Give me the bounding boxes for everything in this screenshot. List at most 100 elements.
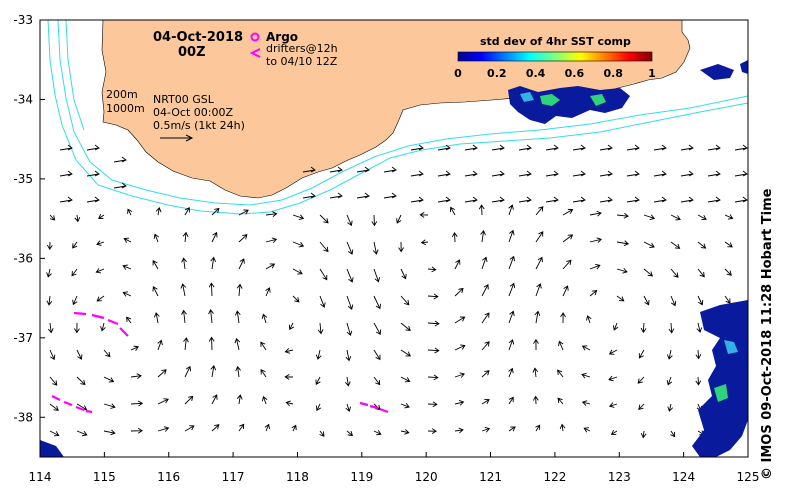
current-arrow (581, 372, 591, 379)
current-arrow (208, 282, 215, 297)
current-arrow (643, 295, 650, 306)
current-arrow (670, 241, 681, 249)
current-arrow (464, 144, 478, 151)
x-axis: 114 115 116 117 118 119 120 121 122 123 124 125 (29, 452, 759, 484)
current-arrow (481, 399, 490, 405)
current-arrow (557, 369, 564, 378)
product-label: NRT00 GSL (153, 93, 215, 106)
current-arrow (734, 170, 748, 177)
current-arrow (208, 336, 215, 351)
current-arrow (153, 312, 160, 324)
current-arrow (181, 309, 187, 324)
current-arrow (345, 403, 351, 413)
current-arrow (356, 192, 370, 199)
x-tick-label: 115 (93, 470, 116, 484)
current-arrow (481, 256, 488, 270)
current-arrow (518, 196, 532, 203)
current-arrow (373, 349, 381, 361)
current-arrow (72, 241, 78, 249)
current-arrow (518, 144, 532, 151)
current-arrow (260, 369, 267, 378)
current-arrow (373, 322, 381, 336)
current-arrow (265, 287, 271, 297)
argo-legend-label: Argo (266, 30, 298, 44)
current-arrow (122, 291, 132, 297)
current-arrow (451, 231, 458, 243)
colorbar (457, 51, 653, 62)
current-arrow (454, 400, 465, 406)
current-arrow (653, 144, 667, 151)
current-arrow (583, 427, 591, 433)
current-arrow (508, 229, 515, 243)
current-arrow (210, 364, 217, 378)
current-arrow (292, 241, 305, 248)
current-arrow (383, 192, 397, 199)
x-tick-label: 116 (157, 470, 180, 484)
current-arrow (127, 208, 133, 216)
current-arrow (373, 268, 380, 283)
time-title: 00Z (178, 45, 206, 60)
current-arrow (670, 430, 676, 438)
current-arrow (157, 369, 167, 378)
current-arrow (356, 166, 370, 173)
current-arrow (86, 170, 100, 177)
current-arrow (95, 268, 105, 274)
colorbar-tick-label: 0.4 (526, 67, 546, 80)
current-arrow (152, 286, 159, 297)
current-arrow (670, 268, 679, 278)
current-arrow (697, 295, 704, 306)
current-arrow (208, 308, 214, 324)
current-arrow (46, 268, 52, 278)
current-arrow (491, 170, 505, 177)
current-arrow (589, 263, 601, 270)
current-arrow (616, 212, 629, 219)
current-arrow (398, 241, 404, 253)
current-arrow (329, 166, 343, 173)
current-arrow (210, 256, 217, 270)
colorbar-tick-label: 0 (454, 67, 462, 80)
current-arrow (261, 395, 268, 405)
current-arrow (478, 204, 485, 216)
current-arrow (680, 196, 694, 203)
current-arrow (599, 170, 613, 177)
current-arrow (180, 283, 187, 297)
drifter-icon (249, 48, 261, 58)
current-arrow (508, 339, 515, 351)
current-arrow (481, 341, 490, 351)
current-arrow (724, 241, 733, 248)
current-arrow (616, 268, 628, 274)
scale-arrow (160, 134, 194, 142)
current-arrow (236, 283, 243, 297)
current-arrow (71, 268, 78, 277)
current-arrow (100, 322, 106, 332)
colorbar-tick-label: 0.6 (565, 67, 585, 80)
current-arrow (130, 345, 140, 351)
current-arrow (643, 268, 654, 277)
current-arrow (724, 214, 734, 220)
current-arrow (559, 423, 566, 432)
current-arrow (586, 315, 592, 324)
current-arrow (420, 239, 429, 246)
current-arrow (589, 290, 598, 297)
current-arrow (454, 344, 466, 351)
current-arrow (59, 144, 73, 151)
current-arrow (637, 376, 645, 384)
current-arrow (346, 430, 354, 437)
current-arrow (238, 209, 249, 216)
x-tick-label: 120 (415, 470, 438, 484)
current-arrow (640, 430, 647, 439)
current-arrow (572, 144, 586, 151)
sst-stddev-patches (40, 60, 748, 457)
current-arrow (130, 427, 144, 434)
current-arrow (427, 428, 437, 435)
current-arrow (98, 214, 105, 219)
current-arrow (535, 256, 543, 270)
current-arrow (96, 295, 105, 302)
drifter-track (359, 401, 389, 414)
current-arrow (76, 376, 86, 386)
current-arrow (562, 208, 574, 216)
current-arrow (667, 403, 674, 412)
current-arrow (724, 295, 731, 304)
y-tick-label: -35 (13, 172, 33, 186)
current-arrow (211, 207, 220, 216)
